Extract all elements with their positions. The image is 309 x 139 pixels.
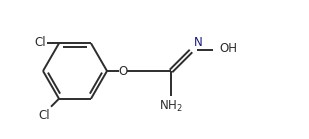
Text: N: N bbox=[194, 36, 203, 49]
Text: O: O bbox=[118, 64, 128, 78]
Text: OH: OH bbox=[219, 42, 237, 54]
Text: NH$_2$: NH$_2$ bbox=[159, 99, 183, 114]
Text: Cl: Cl bbox=[34, 36, 46, 49]
Text: Cl: Cl bbox=[38, 109, 50, 122]
